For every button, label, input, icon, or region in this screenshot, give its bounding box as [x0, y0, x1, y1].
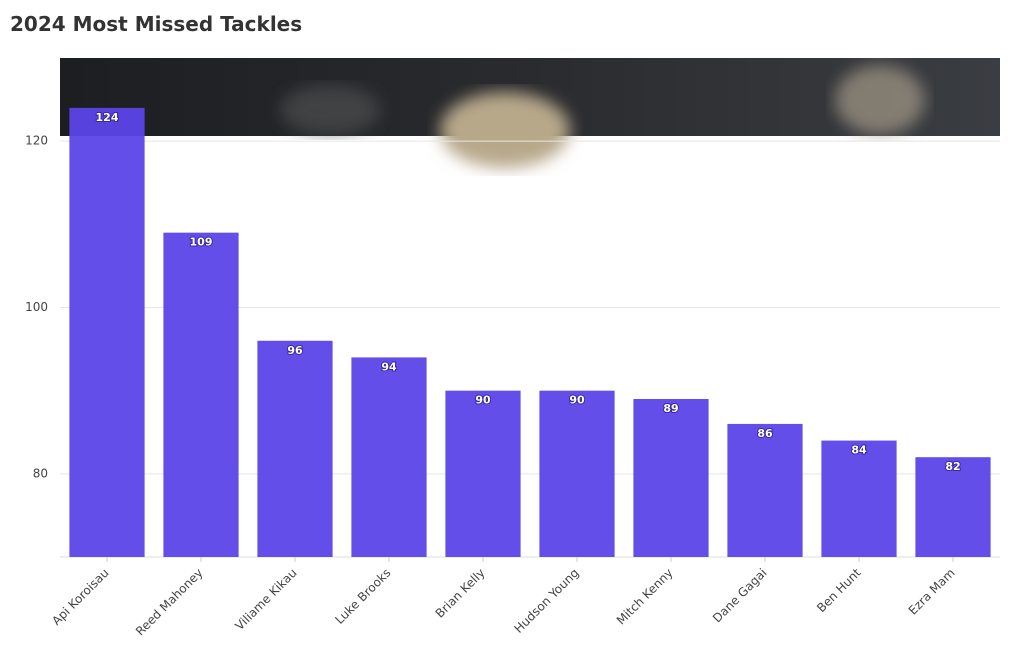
x-tick-label: Viliame Kikau — [232, 566, 299, 633]
x-tick-label: Mitch Kenny — [614, 566, 676, 628]
y-tick-label: 100 — [25, 300, 48, 314]
x-tick-label: Ezra Mam — [906, 566, 958, 618]
value-label: 94 — [381, 360, 397, 373]
x-tick-label: Dane Gagai — [710, 566, 770, 626]
x-tick-label: Luke Brooks — [332, 566, 393, 627]
x-tick-label: Hudson Young — [511, 566, 581, 636]
value-label: 89 — [663, 402, 678, 415]
bar — [821, 440, 897, 557]
value-label: 86 — [757, 427, 773, 440]
value-label: 96 — [287, 344, 303, 357]
x-tick-label: Ben Hunt — [814, 565, 864, 615]
y-tick-label: 120 — [25, 134, 48, 148]
chart-title: 2024 Most Missed Tackles — [10, 12, 302, 36]
bar — [727, 423, 803, 557]
bar — [69, 107, 145, 558]
bar — [163, 232, 239, 557]
bar — [539, 390, 615, 557]
value-label: 90 — [475, 394, 491, 407]
value-label: 124 — [96, 111, 119, 124]
bar — [257, 340, 333, 557]
x-tick-label: Brian Kelly — [433, 566, 488, 621]
value-label: 82 — [945, 460, 960, 473]
value-label: 84 — [851, 444, 867, 457]
bar — [445, 390, 521, 557]
value-label: 109 — [190, 236, 213, 249]
value-label: 90 — [569, 394, 585, 407]
x-tick-label: Api Koroisau — [49, 566, 111, 628]
x-tick-label: Reed Mahoney — [133, 566, 206, 639]
header-photo — [60, 58, 1000, 168]
bar — [915, 457, 991, 557]
bar — [351, 357, 427, 557]
y-tick-label: 80 — [33, 466, 48, 480]
bar — [633, 398, 709, 557]
